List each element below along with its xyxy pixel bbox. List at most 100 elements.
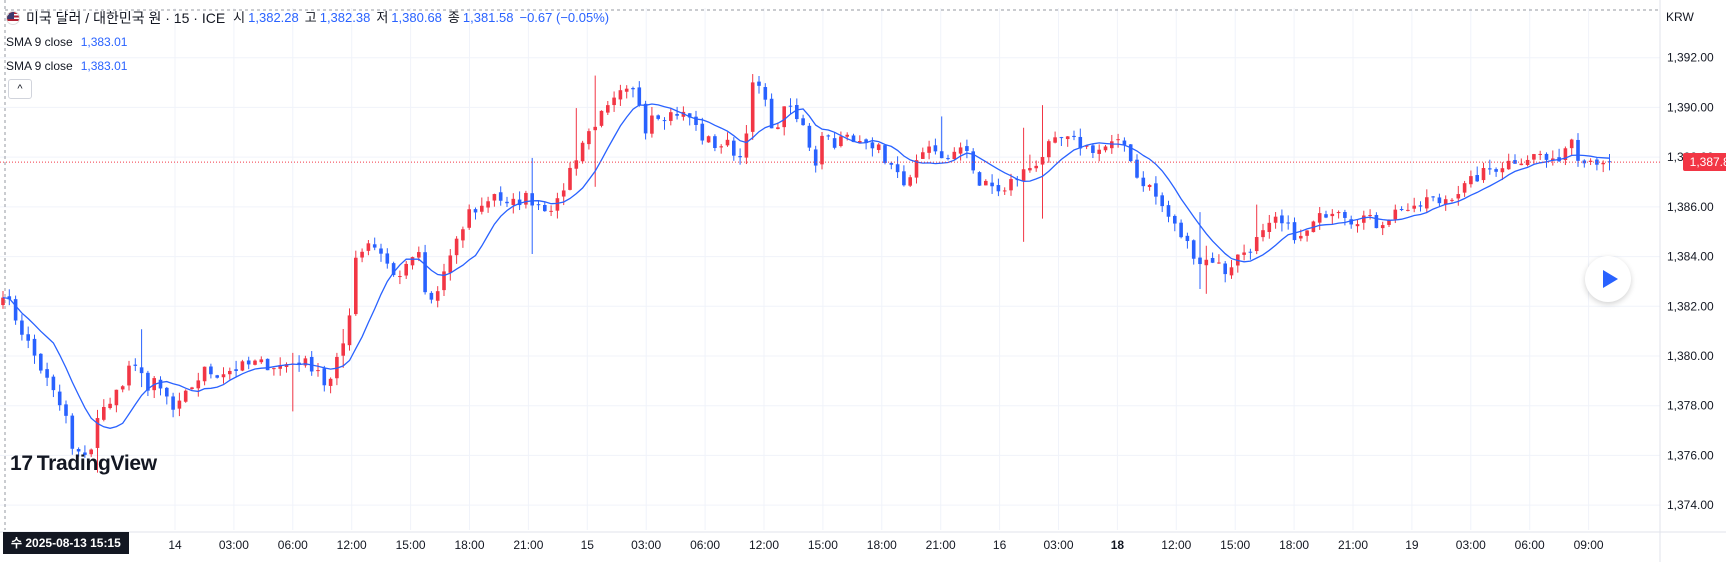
candle: [1028, 154, 1032, 173]
candle-body: [1544, 153, 1549, 160]
candle: [1494, 167, 1498, 177]
candle: [757, 75, 761, 94]
symbol-title[interactable]: 미국 달러 / 대한민국 원 · 15 · ICE: [26, 10, 226, 26]
candle-body: [543, 204, 547, 212]
time-axis[interactable]: 14 03:00 06:00 12:00 15:00 18:00 21:00 15 03:00 0…: [168, 538, 1604, 552]
change-value: −0.67 (−0.05%): [519, 10, 610, 25]
candle-body: [555, 198, 560, 211]
candle: [240, 359, 245, 372]
candle-body: [1047, 141, 1051, 158]
candle: [1059, 136, 1064, 147]
candle: [593, 75, 597, 187]
candle: [398, 270, 402, 285]
candle: [675, 106, 679, 120]
candle: [555, 192, 560, 219]
grid: [0, 8, 1660, 530]
candle-body: [549, 210, 553, 212]
collapse-legend-button[interactable]: ^: [8, 79, 32, 99]
candle: [1204, 245, 1209, 294]
currency-label[interactable]: KRW: [1666, 10, 1694, 24]
indicator-row[interactable]: SMA 9 close 1,383.01: [6, 30, 609, 54]
candle: [234, 360, 238, 378]
candle: [1280, 209, 1284, 232]
low-value: 1,380.68: [391, 10, 442, 25]
candle-body: [776, 127, 780, 130]
candle: [127, 360, 131, 391]
candle: [1355, 219, 1360, 233]
price-tick-label: 1,390.00: [1667, 100, 1714, 114]
candle-body: [946, 158, 950, 160]
high-label: 고: [304, 10, 317, 25]
candle: [902, 165, 906, 187]
candle: [498, 186, 503, 206]
candle-body: [1336, 212, 1341, 214]
candle: [1210, 252, 1215, 264]
candle: [190, 386, 194, 390]
candle: [914, 154, 919, 184]
candle-body: [1431, 196, 1435, 198]
candle-body: [429, 292, 434, 300]
candle-body: [1500, 168, 1505, 173]
candle: [864, 138, 868, 150]
candle-body: [958, 147, 963, 154]
legend: 미국 달러 / 대한민국 원 · 15 · ICE 시 1,382.28 고 1…: [6, 6, 609, 78]
candle: [1015, 176, 1020, 187]
candle: [1236, 254, 1240, 273]
candle: [246, 356, 251, 370]
candle-body: [347, 315, 352, 346]
candle-body: [1324, 214, 1328, 218]
candle-body: [1317, 213, 1322, 223]
candle-body: [165, 387, 169, 397]
candle-body: [158, 379, 163, 389]
candle: [486, 196, 490, 213]
candle-body: [914, 160, 919, 178]
indicator-row[interactable]: SMA 9 close 1,383.01: [6, 54, 609, 78]
candle: [448, 249, 453, 281]
candle: [1185, 232, 1190, 249]
candle: [927, 140, 931, 160]
price-tick-label: 1,380.00: [1667, 349, 1714, 363]
sma-polyline: [2, 103, 1610, 429]
candle: [385, 248, 390, 269]
candle-body: [1154, 183, 1158, 197]
candle-body: [927, 146, 931, 153]
candle-body: [454, 238, 459, 256]
candle: [1160, 192, 1164, 213]
candle-body: [965, 146, 969, 151]
candle: [278, 357, 282, 376]
candle: [360, 248, 364, 263]
candle: [1261, 223, 1265, 242]
candle-body: [1254, 237, 1259, 252]
candle: [1223, 261, 1227, 283]
candle: [423, 244, 427, 295]
tradingview-mark-icon: 17: [10, 452, 33, 475]
candle: [606, 100, 610, 116]
candle: [1582, 159, 1587, 168]
price-tick-label: 1,378.00: [1667, 399, 1714, 413]
candle: [379, 243, 383, 262]
candle: [1443, 195, 1448, 211]
tradingview-logo[interactable]: 17 TradingView: [10, 452, 157, 476]
candle: [1286, 215, 1290, 230]
candle-body: [1551, 158, 1555, 161]
candle: [933, 138, 938, 155]
candle: [133, 358, 138, 372]
candle: [971, 148, 975, 174]
candle-body: [1040, 156, 1045, 165]
candle-body: [864, 139, 868, 144]
candle-body: [996, 185, 1001, 192]
price-tick-label: 1,386.00: [1667, 200, 1714, 214]
candle-body: [234, 369, 238, 371]
candle-body: [366, 243, 371, 251]
symbol-row[interactable]: 미국 달러 / 대한민국 원 · 15 · ICE 시 1,382.28 고 1…: [6, 6, 609, 30]
play-replay-button[interactable]: [1585, 256, 1631, 302]
candle-body: [933, 145, 938, 152]
candle-body: [612, 97, 616, 106]
price-axis[interactable]: 1,374.00 1,376.00 1,378.00 1,380.00 1,382.00…: [1667, 51, 1714, 512]
candle-body: [1261, 230, 1265, 238]
candle-body: [76, 449, 81, 452]
candle: [120, 385, 125, 393]
candle-body: [1103, 146, 1108, 151]
